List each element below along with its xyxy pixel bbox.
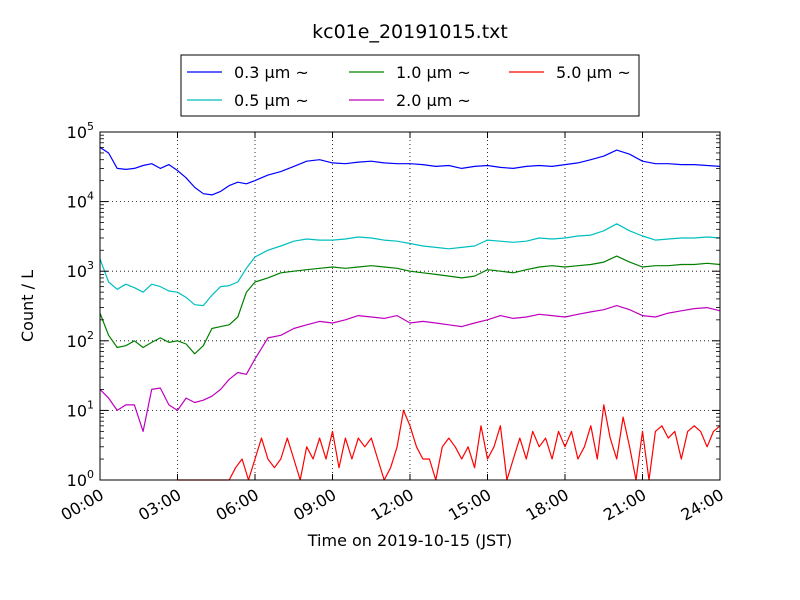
y-tick-label: 101 bbox=[67, 398, 94, 420]
y-tick-label: 105 bbox=[67, 120, 94, 142]
series-line-3 bbox=[99, 255, 721, 355]
legend-label: 1.0 μm ~ bbox=[396, 63, 471, 82]
y-tick-label: 104 bbox=[67, 190, 94, 212]
legend-box bbox=[180, 54, 640, 117]
legend-label: 0.3 μm ~ bbox=[234, 63, 309, 82]
y-tick-label: 103 bbox=[67, 259, 94, 281]
y-tick-label: 102 bbox=[67, 329, 94, 351]
series-line-5 bbox=[177, 404, 721, 481]
legend-label: 2.0 μm ~ bbox=[396, 91, 471, 110]
series-line-1 bbox=[99, 146, 721, 196]
plot-frame bbox=[99, 131, 721, 481]
y-tick-labels: 100 101 102 103 104 105 bbox=[67, 120, 94, 490]
grid bbox=[100, 132, 720, 480]
x-axis-label: Time on 2019-10-15 (JST) bbox=[307, 531, 512, 550]
series-line-4 bbox=[99, 305, 721, 432]
legend-label: 5.0 μm ~ bbox=[556, 63, 631, 82]
chart-title: kc01e_20191015.txt bbox=[312, 21, 508, 43]
legend-label: 0.5 μm ~ bbox=[234, 91, 309, 110]
series-line-2 bbox=[99, 223, 721, 307]
legend: 0.3 μm ~ 0.5 μm ~ 1.0 μm ~ 2.0 μm ~ 5.0 μm ~ bbox=[180, 54, 640, 117]
series-lines bbox=[99, 146, 721, 481]
y-axis-label: Count / L bbox=[18, 270, 37, 342]
y-tick-label: 100 bbox=[67, 468, 94, 490]
